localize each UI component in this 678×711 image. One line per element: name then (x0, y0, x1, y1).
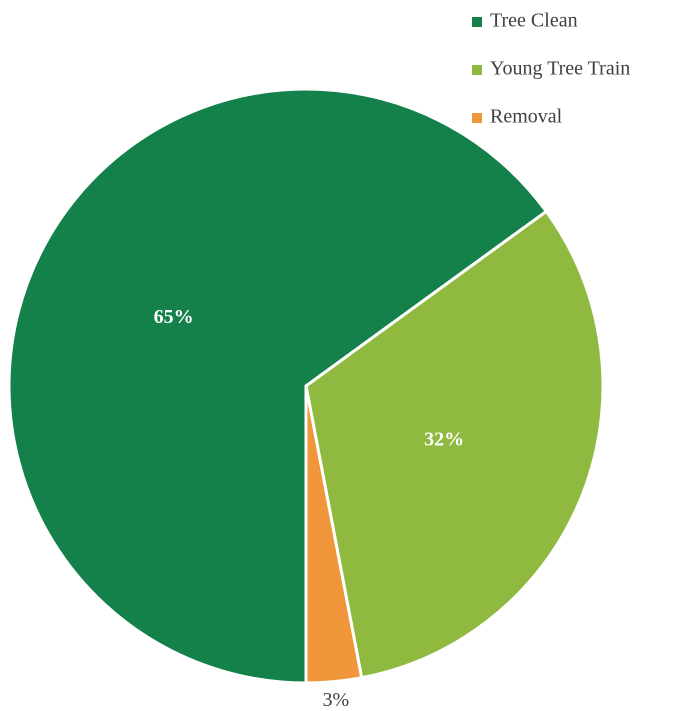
legend-label: Young Tree Train (490, 58, 630, 80)
pie-slice (304, 385, 364, 685)
legend-swatch (472, 65, 482, 75)
legend-swatch (472, 113, 482, 123)
data-label: 3% (322, 689, 349, 711)
data-label: 65% (154, 306, 194, 328)
legend-label: Removal (490, 106, 563, 128)
legend-label: Tree Clean (490, 10, 578, 32)
legend-swatch (472, 17, 482, 27)
data-label: 32% (424, 428, 464, 450)
pie-slice (7, 87, 549, 685)
pie-slice (304, 209, 605, 680)
